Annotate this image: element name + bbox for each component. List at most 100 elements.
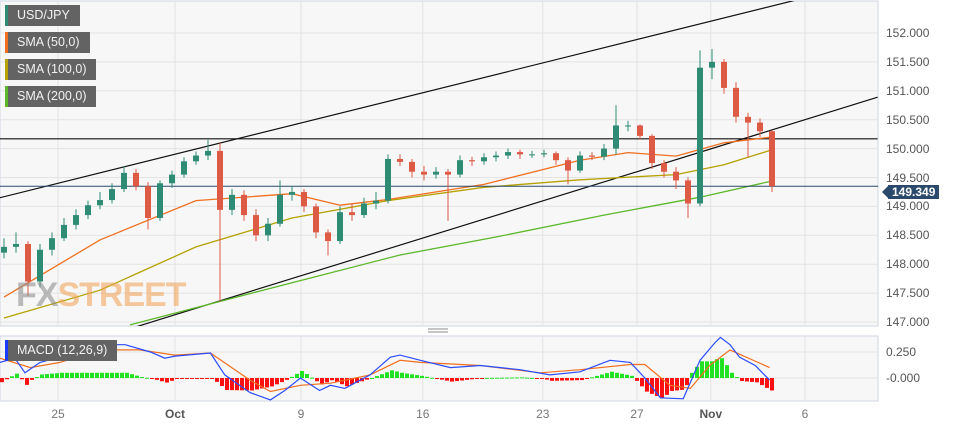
candle-body	[61, 224, 67, 239]
candle-body	[529, 154, 535, 156]
candle-body	[1, 246, 7, 253]
candle-body	[481, 157, 487, 162]
candle-body	[277, 194, 283, 224]
legend-label: USD/JPY	[17, 8, 70, 22]
macd-histogram-bar	[215, 378, 219, 382]
candle-body	[733, 87, 739, 117]
macd-series	[0, 336, 774, 401]
macd-histogram-bar	[240, 378, 244, 391]
macd-histogram-bar	[265, 378, 269, 388]
candle-body	[697, 67, 703, 204]
macd-histogram-bar	[110, 372, 114, 378]
macd-histogram-bar	[100, 372, 104, 378]
legend-sma-200[interactable]: SMA (200,0)	[5, 86, 97, 107]
candle-body	[121, 172, 127, 190]
x-tick-label: 9	[297, 407, 305, 421]
macd-histogram-bar	[670, 378, 674, 391]
legend-color-swatch	[5, 59, 8, 80]
macd-histogram-bar	[330, 378, 334, 381]
legend-sma-50[interactable]: SMA (50,0)	[5, 32, 90, 53]
macd-histogram-bar	[30, 378, 34, 380]
macd-histogram-bar	[185, 378, 189, 379]
main-series	[0, 1, 878, 326]
macd-histogram-bar	[690, 372, 694, 378]
macd-histogram-bar	[260, 378, 264, 389]
macd-histogram-bar	[390, 370, 394, 378]
macd-histogram-bar	[375, 376, 379, 378]
macd-histogram-bar	[695, 366, 699, 378]
candle-body	[49, 238, 55, 250]
macd-histogram-bar	[480, 378, 484, 379]
legend-usdjpy[interactable]: USD/JPY	[5, 5, 80, 26]
candle-body	[457, 160, 463, 175]
macd-histogram-bar	[225, 378, 229, 391]
candle-body	[661, 163, 667, 172]
macd-histogram-bar	[320, 378, 324, 385]
macd-histogram-bar	[615, 372, 619, 378]
candle-body	[217, 150, 223, 210]
macd-histogram-bar	[430, 377, 434, 379]
macd-histogram-bar	[285, 378, 289, 380]
macd-histogram-bar	[290, 376, 294, 378]
macd-histogram-bar	[575, 378, 579, 381]
macd-histogram-bar	[655, 378, 659, 397]
macd-histogram-bar	[220, 378, 224, 387]
candle-body	[637, 125, 643, 136]
macd-histogram-bar	[485, 377, 489, 379]
macd-histogram-bar	[205, 378, 209, 379]
candle-body	[109, 189, 115, 201]
macd-histogram-bar	[625, 374, 629, 378]
fxstreet-watermark: FXSTREET	[16, 276, 187, 315]
y-tick-label: 151.500	[886, 54, 930, 69]
candle-body	[769, 131, 775, 187]
candle-body	[361, 203, 367, 216]
candle-body	[229, 194, 235, 210]
macd-histogram-bar	[705, 361, 709, 378]
macd-histogram-bar	[335, 378, 339, 383]
candle-body	[85, 205, 91, 216]
macd-histogram-bar	[115, 372, 119, 378]
macd-histogram-bar	[585, 378, 589, 379]
macd-histogram-bar	[150, 378, 154, 379]
macd-histogram-bar	[170, 378, 174, 381]
macd-histogram-bar	[325, 378, 329, 383]
candle-body	[433, 171, 439, 175]
macd-histogram-bar	[700, 361, 704, 378]
candle-body	[745, 116, 751, 123]
legend-macd[interactable]: MACD (12,26,9)	[5, 340, 118, 361]
x-tick-label: 27	[630, 407, 644, 421]
candle-body	[505, 152, 511, 156]
candle-body	[625, 125, 631, 127]
candle-body	[301, 191, 307, 207]
macd-histogram-bar	[25, 378, 29, 385]
macd-histogram-bar	[190, 378, 194, 379]
macd-histogram-bar	[580, 378, 584, 381]
x-tick-label: 25	[51, 407, 65, 421]
candle-body	[289, 191, 295, 195]
legend-color-swatch	[5, 340, 8, 361]
y-tick-label: 152.000	[886, 26, 930, 40]
main-plot-area	[0, 0, 879, 327]
macd-histogram-bar	[540, 378, 544, 379]
macd-histogram-bar	[535, 378, 539, 379]
candle-body	[265, 223, 271, 236]
macd-histogram-bar	[730, 372, 734, 378]
legend-sma-100[interactable]: SMA (100,0)	[5, 59, 97, 80]
macd-histogram-bar	[620, 373, 624, 378]
macd-histogram-bar	[80, 372, 84, 378]
legend-color-swatch	[5, 5, 8, 26]
macd-histogram-bar	[210, 378, 214, 379]
macd-histogram-bar	[610, 371, 614, 378]
macd-histogram-bar	[725, 365, 729, 378]
candle-body	[493, 155, 499, 158]
macd-histogram-bar	[515, 377, 519, 379]
macd-histogram-bar	[685, 378, 689, 386]
macd-histogram-bar	[270, 378, 274, 387]
macd-histogram-bar	[85, 372, 89, 378]
macd-histogram-bar	[650, 378, 654, 394]
candle-body	[757, 122, 763, 132]
candle-body	[421, 171, 427, 175]
macd-histogram-bar	[560, 378, 564, 381]
macd-histogram-bar	[135, 375, 139, 378]
